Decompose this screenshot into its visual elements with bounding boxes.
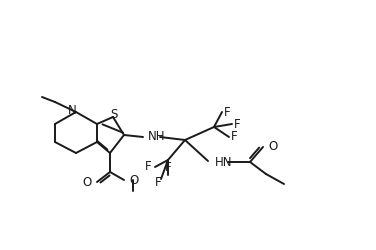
Text: F: F (165, 161, 171, 174)
Text: O: O (83, 176, 92, 188)
Text: F: F (231, 130, 238, 143)
Text: O: O (129, 174, 138, 186)
Text: S: S (110, 108, 118, 120)
Text: O: O (268, 140, 277, 153)
Text: F: F (155, 176, 161, 188)
Text: F: F (234, 118, 241, 130)
Text: N: N (68, 104, 76, 118)
Text: NH: NH (148, 130, 165, 143)
Text: HN: HN (215, 156, 232, 168)
Text: F: F (224, 106, 230, 118)
Text: F: F (144, 160, 151, 173)
